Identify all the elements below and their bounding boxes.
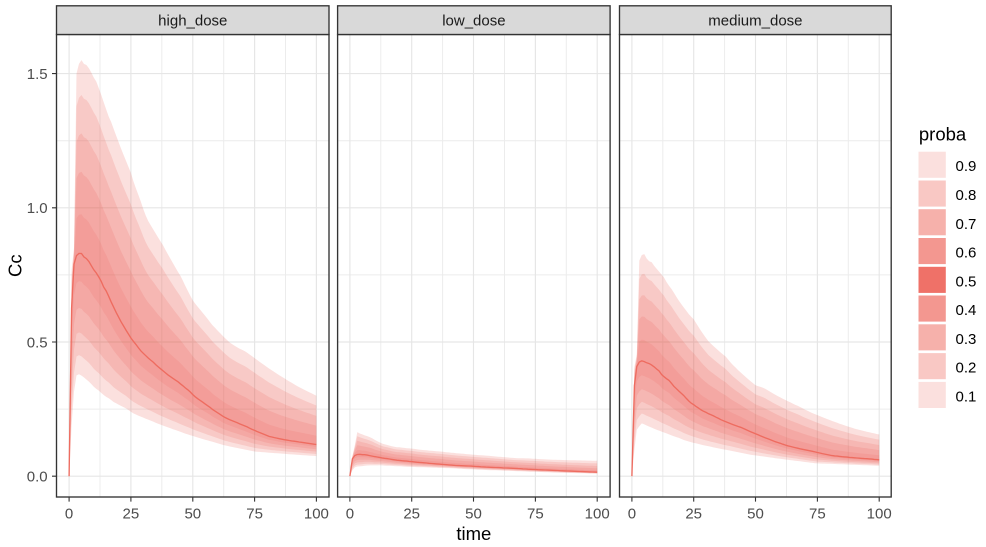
svg-text:high_dose: high_dose (158, 13, 227, 30)
svg-text:100: 100 (867, 506, 892, 523)
svg-text:time: time (456, 523, 491, 544)
svg-text:low_dose: low_dose (442, 13, 505, 30)
svg-text:0.5: 0.5 (27, 334, 48, 351)
svg-text:0.7: 0.7 (956, 216, 977, 233)
svg-text:75: 75 (527, 506, 544, 523)
svg-text:75: 75 (809, 506, 826, 523)
svg-text:50: 50 (184, 506, 201, 523)
svg-text:0.3: 0.3 (956, 331, 977, 348)
svg-text:1.0: 1.0 (27, 200, 48, 217)
svg-text:Cc: Cc (5, 254, 26, 277)
svg-text:0.0: 0.0 (27, 469, 48, 486)
svg-text:75: 75 (246, 506, 263, 523)
svg-text:100: 100 (585, 506, 610, 523)
svg-text:100: 100 (304, 506, 329, 523)
svg-text:0.8: 0.8 (956, 187, 977, 204)
svg-text:50: 50 (465, 506, 482, 523)
svg-text:25: 25 (403, 506, 420, 523)
svg-text:50: 50 (747, 506, 764, 523)
svg-text:0.4: 0.4 (956, 302, 977, 319)
svg-text:0.2: 0.2 (956, 360, 977, 377)
svg-text:25: 25 (123, 506, 140, 523)
svg-text:25: 25 (685, 506, 702, 523)
svg-text:medium_dose: medium_dose (708, 13, 802, 30)
svg-text:0.1: 0.1 (956, 388, 977, 405)
svg-text:0: 0 (628, 506, 636, 523)
svg-text:0.6: 0.6 (956, 245, 977, 262)
svg-text:0.9: 0.9 (956, 158, 977, 175)
svg-text:1.5: 1.5 (27, 66, 48, 83)
svg-text:0.5: 0.5 (956, 273, 977, 290)
svg-text:0: 0 (65, 506, 73, 523)
svg-text:proba: proba (919, 124, 967, 145)
svg-text:0: 0 (346, 506, 354, 523)
